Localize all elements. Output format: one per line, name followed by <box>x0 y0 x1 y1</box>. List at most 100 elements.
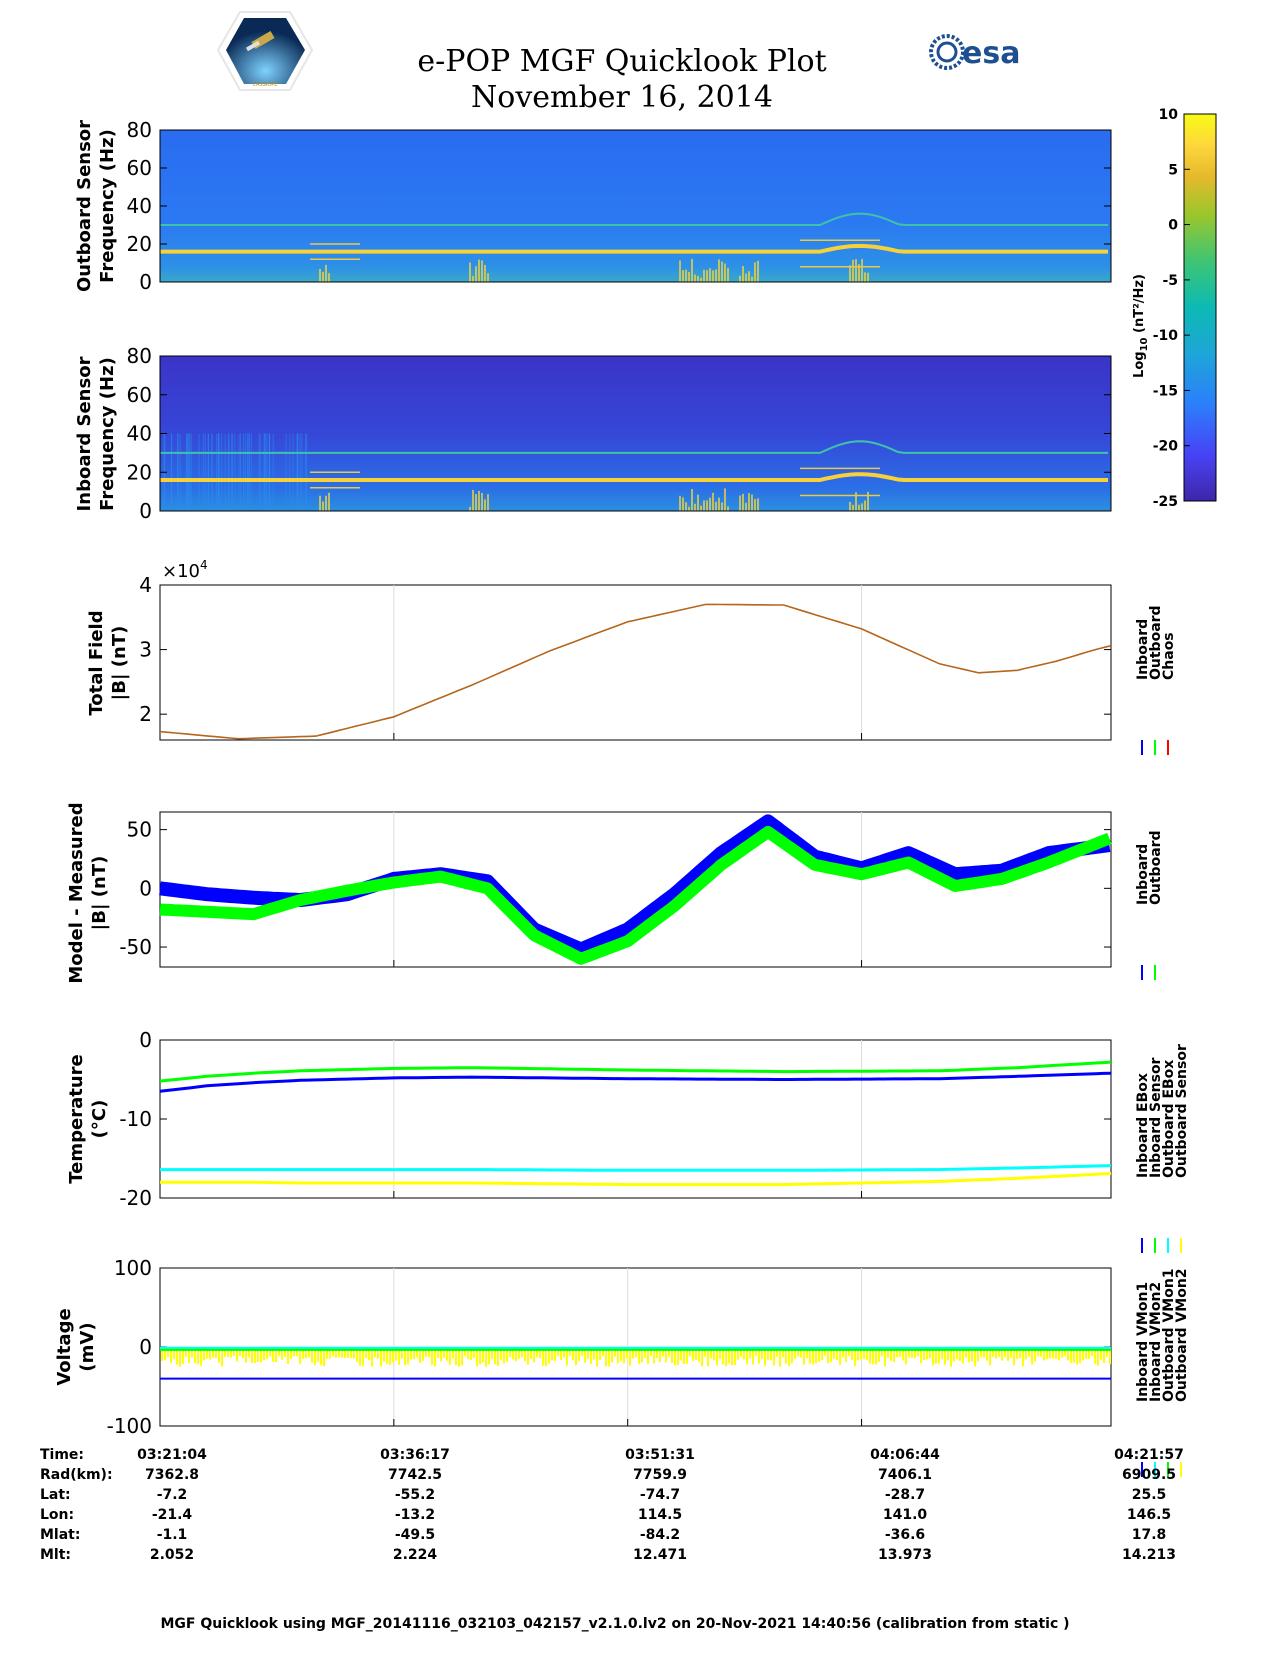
inboard-ytick-label: 60 <box>127 383 152 407</box>
colorbar-tick-label: -15 <box>1153 383 1178 399</box>
ephemeris-row-label: Mlt: <box>40 1547 71 1563</box>
ephemeris-cell: -1.1 <box>157 1527 188 1543</box>
voltage-ytick-label: 0 <box>139 1335 152 1359</box>
voltage-ytick-label: -100 <box>107 1414 152 1438</box>
total-field-ylabel-line1: Total Field <box>86 610 107 715</box>
model-measured-ylabel-line1: Model - Measured <box>66 802 87 983</box>
temperature-legend-label: Outboard Sensor <box>1174 1044 1190 1178</box>
ephemeris-row-label: Lat: <box>40 1487 71 1503</box>
inboard-ytick-label: 0 <box>139 499 152 523</box>
outboard-ytick-label: 40 <box>127 194 152 218</box>
colorbar-tick-label: -10 <box>1153 328 1179 344</box>
ephemeris-cell: -7.2 <box>157 1487 188 1503</box>
ephemeris-cell: 04:06:44 <box>870 1447 940 1463</box>
voltage-ylabel-line2: (mV) <box>77 1322 98 1371</box>
model-measured-ytick-label: 50 <box>127 818 152 842</box>
ephemeris-row-label: Time: <box>40 1447 84 1463</box>
total-field-exponent: ×104 <box>162 558 208 582</box>
outboard-ytick-label: 60 <box>127 156 152 180</box>
voltage-panel: -100 0 100 Voltage (mV) Inboard VMon1Inboa… <box>54 1256 1190 1477</box>
ephemeris-cell: 03:51:31 <box>625 1447 695 1463</box>
ephemeris-cell: 17.8 <box>1132 1527 1167 1543</box>
ephemeris-cell: -49.5 <box>395 1527 435 1543</box>
total-field-ylabel-line2: |B| (nT) <box>109 626 130 701</box>
ephemeris-cell: 25.5 <box>1132 1487 1167 1503</box>
esa-logo: esa <box>931 36 1020 71</box>
ephemeris-row-label: Rad(km): <box>40 1467 113 1483</box>
outboard-ylabel-line2: Frequency (Hz) <box>97 129 118 283</box>
colorbar-tick-label: 0 <box>1168 218 1178 234</box>
ephemeris-table: Time: 03:21:04 03:36:17 03:51:31 04:06:44 04:… <box>40 1447 1184 1563</box>
inboard-ytick-label: 80 <box>127 344 152 368</box>
header: CASSIOPE e-POP MGF Quicklook Plot Novemb… <box>218 12 1020 115</box>
ephemeris-cell: 141.0 <box>883 1507 928 1523</box>
colorbar-tick-label: -20 <box>1153 439 1179 455</box>
ephemeris-cell: 7362.8 <box>145 1467 199 1483</box>
inboard-ylabel-line2: Frequency (Hz) <box>97 357 118 511</box>
page-date: November 16, 2014 <box>471 80 773 115</box>
temperature-ytick-label: 0 <box>139 1028 152 1052</box>
inboard-ylabel-line1: Inboard Sensor <box>74 356 95 511</box>
model-measured-legend-label: Outboard <box>1148 830 1164 905</box>
ephemeris-cell: 6909.5 <box>1122 1467 1176 1483</box>
total-field-ytick-label: 3 <box>139 638 152 662</box>
outboard-ytick-label: 0 <box>139 270 152 294</box>
temperature-ylabel-line2: (°C) <box>89 1100 110 1139</box>
voltage-legend-label: Outboard VMon2 <box>1174 1268 1190 1402</box>
outboard-ylabel-line1: Outboard Sensor <box>74 120 95 292</box>
model-measured-ytick-label: 0 <box>139 876 152 900</box>
colorbar-label: Log10 (nT²/Hz) <box>1132 274 1150 378</box>
ephemeris-cell: 7759.9 <box>633 1467 687 1483</box>
ephemeris-cell: 03:21:04 <box>137 1447 207 1463</box>
page-title: e-POP MGF Quicklook Plot <box>417 44 826 79</box>
ephemeris-cell: 14.213 <box>1122 1547 1176 1563</box>
temperature-panel: -20-100 Temperature (°C) Inboard EBoxInb… <box>66 1028 1190 1253</box>
ephemeris-cell: 13.973 <box>878 1547 932 1563</box>
ephemeris-cell: 12.471 <box>633 1547 687 1563</box>
inboard-spectrogram-image <box>160 356 1111 511</box>
outboard-spectrogram-image <box>160 130 1111 282</box>
temperature-ytick-label: -10 <box>119 1107 152 1131</box>
colorbar-gradient <box>1184 114 1216 501</box>
ephemeris-row-label: Lon: <box>40 1507 74 1523</box>
total-field-ytick-label: 4 <box>139 573 152 597</box>
colorbar-tick-label: -25 <box>1153 494 1178 510</box>
ephemeris-cell: 146.5 <box>1127 1507 1171 1523</box>
ephemeris-cell: 04:21:57 <box>1114 1447 1184 1463</box>
temperature-ylabel-line1: Temperature <box>66 1054 87 1183</box>
ephemeris-cell: -55.2 <box>395 1487 435 1503</box>
voltage-ytick-label: 100 <box>114 1256 152 1280</box>
inboard-spectrogram-panel: 0 20 40 60 80 Inboard Sensor Frequency (Hz) <box>74 344 1111 523</box>
model-measured-panel: -50 0 50 Model - Measured |B| (nT) Inboard… <box>66 802 1164 983</box>
inboard-ytick-label: 40 <box>127 422 152 446</box>
ephemeris-cell: -28.7 <box>885 1487 925 1503</box>
ephemeris-cell: 7406.1 <box>878 1467 932 1483</box>
esa-logo-text: esa <box>962 36 1020 71</box>
outboard-ytick-label: 80 <box>127 118 152 142</box>
temperature-ytick-label: -20 <box>119 1186 152 1210</box>
total-field-legend-label: Chaos <box>1161 632 1177 680</box>
model-measured-ylabel-line2: |B| (nT) <box>89 856 110 931</box>
model-measured-ytick-label: -50 <box>119 935 152 959</box>
colorbar-tick-label: -5 <box>1162 273 1178 289</box>
ephemeris-cell: 03:36:17 <box>380 1447 450 1463</box>
ephemeris-cell: -36.6 <box>885 1527 925 1543</box>
colorbar-tick-label: 10 <box>1159 107 1179 123</box>
ephemeris-row-label: Mlat: <box>40 1527 80 1543</box>
colorbar: 10 5 0 -5 -10 -15 -20 -25 Log10 (nT²/Hz) <box>1132 107 1216 510</box>
ephemeris-cell: -84.2 <box>640 1527 680 1543</box>
ephemeris-cell: -74.7 <box>640 1487 680 1503</box>
colorbar-tick-label: 5 <box>1168 162 1178 178</box>
cassiope-logo: CASSIOPE <box>218 12 312 90</box>
cassiope-logo-text: CASSIOPE <box>253 82 278 88</box>
ephemeris-cell: 7742.5 <box>388 1467 442 1483</box>
total-field-panel: 234 ×104 Total Field |B| (nT) InboardOut… <box>86 558 1177 755</box>
ephemeris-cell: -21.4 <box>152 1507 193 1523</box>
quicklook-figure: CASSIOPE e-POP MGF Quicklook Plot Novemb… <box>0 0 1275 1650</box>
ephemeris-cell: 114.5 <box>638 1507 682 1523</box>
footer-caption: MGF Quicklook using MGF_20141116_032103_… <box>160 1616 1069 1632</box>
ephemeris-cell: -13.2 <box>395 1507 435 1523</box>
outboard-spectrogram-panel: 0 20 40 60 80 Outboard Sensor Frequency (Hz) <box>74 118 1111 294</box>
total-field-ytick-label: 2 <box>139 702 152 726</box>
ephemeris-cell: 2.052 <box>150 1547 194 1563</box>
